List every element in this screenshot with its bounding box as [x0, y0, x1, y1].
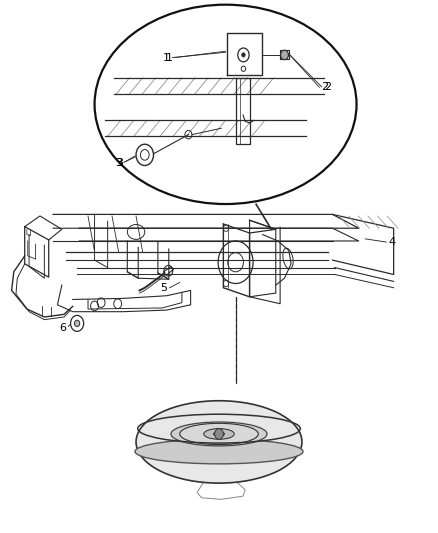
Text: 2: 2 [321, 82, 329, 92]
Text: 1: 1 [163, 53, 170, 62]
Ellipse shape [180, 423, 258, 445]
Circle shape [215, 429, 223, 439]
Ellipse shape [135, 439, 303, 464]
Ellipse shape [204, 429, 234, 439]
Ellipse shape [136, 401, 302, 483]
Circle shape [242, 53, 245, 57]
Text: 3: 3 [115, 158, 122, 168]
Text: 2: 2 [324, 82, 331, 92]
Text: 4: 4 [389, 237, 396, 247]
Text: 3: 3 [116, 158, 123, 168]
Text: 5: 5 [160, 283, 167, 293]
Text: 6: 6 [59, 322, 66, 333]
Ellipse shape [95, 5, 357, 204]
Circle shape [281, 50, 288, 60]
Ellipse shape [214, 431, 224, 437]
Text: 1: 1 [166, 53, 173, 62]
Circle shape [74, 320, 80, 327]
Ellipse shape [171, 422, 267, 446]
